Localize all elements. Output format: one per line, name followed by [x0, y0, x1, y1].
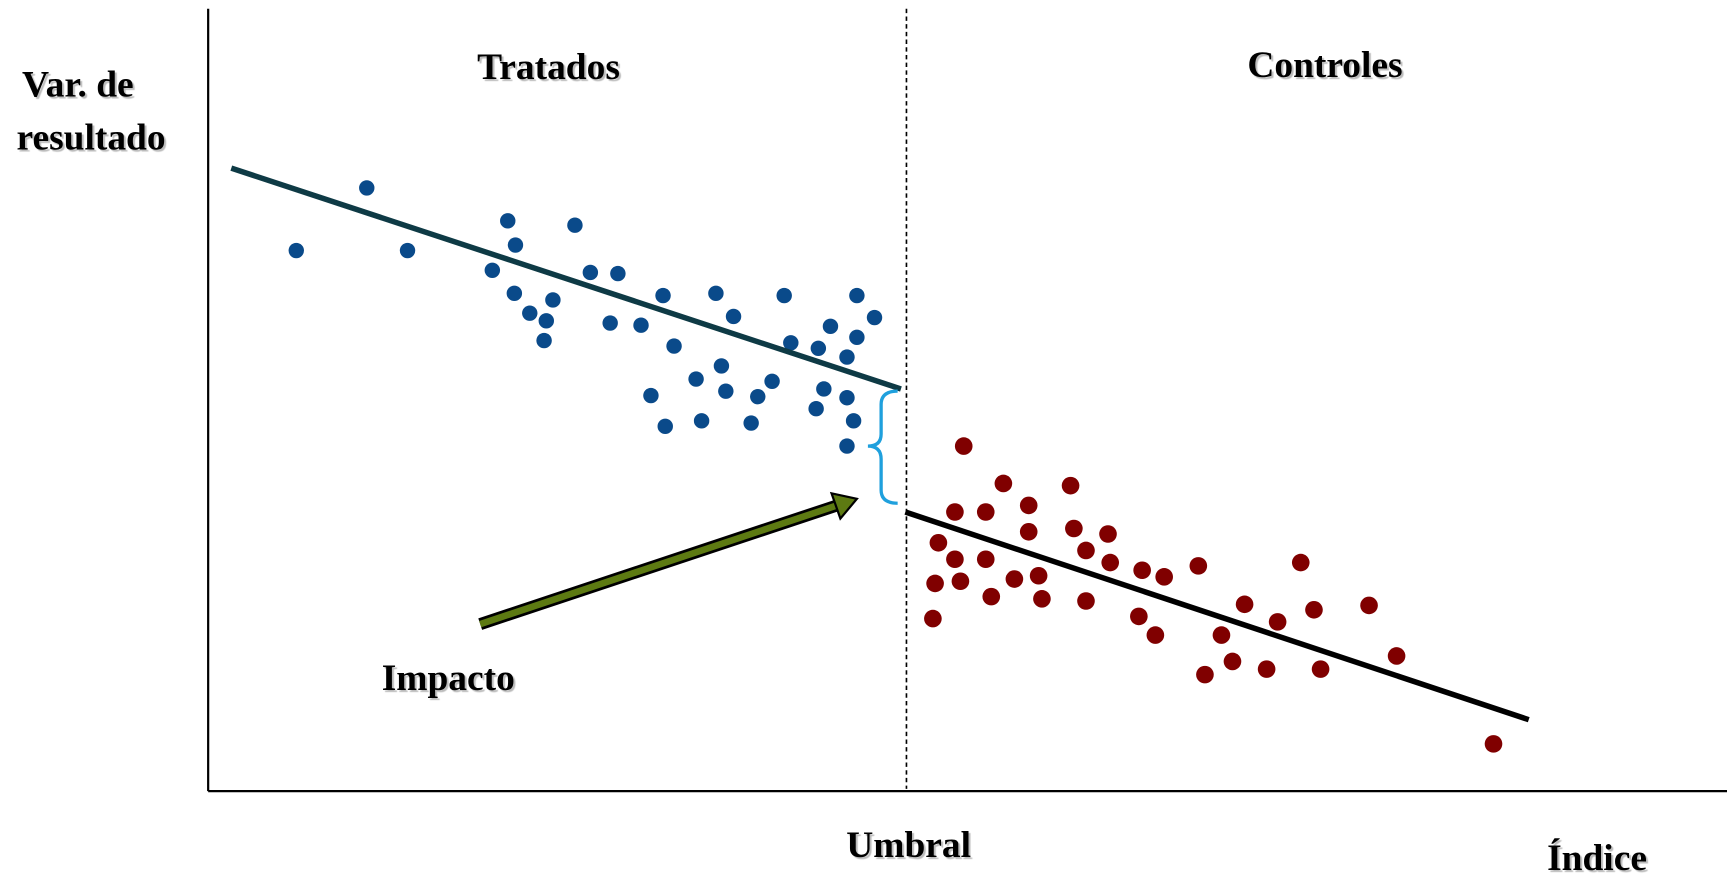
control-dot: [1065, 519, 1083, 538]
treated-dot: [839, 438, 855, 454]
treated-dot: [582, 264, 599, 281]
group-label: Tratados: [477, 47, 620, 88]
treated-dot: [610, 265, 626, 282]
treated-dot: [507, 237, 524, 253]
control-dot: [1196, 665, 1214, 684]
control-dot: [1235, 595, 1254, 614]
treated-dot: [567, 217, 583, 233]
control-dot: [929, 533, 948, 552]
treated-dot: [816, 381, 832, 397]
treated-dot: [655, 287, 671, 304]
treated-dot: [359, 180, 375, 196]
control-dot: [924, 609, 942, 628]
treated-dot: [822, 318, 839, 335]
treated-dot: [776, 287, 792, 304]
treated-dot: [688, 371, 704, 387]
control-dot: [1305, 601, 1323, 619]
control-dot: [1146, 626, 1165, 644]
control-dot: [1019, 523, 1038, 541]
treated-dot: [849, 287, 865, 304]
treated-dot: [845, 413, 862, 429]
treated-dot: [693, 413, 710, 429]
control-dot: [946, 550, 964, 569]
treated-dot: [602, 315, 618, 331]
control-dot: [1077, 592, 1095, 610]
dots: [288, 180, 1503, 753]
treated-dot: [633, 317, 649, 333]
control-dot: [1189, 557, 1208, 575]
treated-dot: [545, 292, 561, 308]
control-dot: [976, 503, 995, 521]
treated-dot: [643, 387, 659, 404]
control-dot: [1257, 660, 1276, 678]
y-axis-label: Var. de: [22, 65, 134, 106]
treated-dot: [849, 329, 865, 346]
control-dot: [1061, 476, 1080, 495]
control-dot: [1155, 568, 1173, 586]
y-axis-label: resultado: [17, 117, 166, 158]
treated-dot: [708, 285, 724, 302]
treated-dot: [399, 242, 416, 259]
control-dot: [926, 574, 944, 593]
treated-dot: [484, 262, 501, 278]
group-label: Controles: [1247, 45, 1402, 86]
treated-dot: [743, 415, 759, 431]
treated-dot: [839, 390, 855, 406]
control-fit: [904, 509, 1530, 723]
treated-dot: [713, 358, 730, 374]
control-dot: [1101, 553, 1120, 572]
control-dot: [1223, 652, 1242, 671]
control-dot: [982, 587, 1001, 606]
control-dot: [1268, 613, 1287, 631]
control-dot: [1291, 553, 1310, 572]
control-dot: [1019, 496, 1038, 515]
treated-dot: [506, 285, 523, 302]
control-dot: [976, 550, 995, 569]
threshold-label: Umbral: [846, 825, 971, 866]
control-dot: [951, 572, 970, 591]
treated-dot: [718, 383, 734, 399]
control-dot: [1005, 570, 1024, 588]
control-dot: [1387, 647, 1406, 665]
treated-dot: [750, 388, 766, 405]
control-dot: [1360, 596, 1378, 615]
impact-brace: [867, 389, 898, 505]
control-dot: [1099, 525, 1117, 543]
treated-dot: [657, 418, 673, 435]
control-dot: [1311, 660, 1330, 678]
treated-dot: [666, 338, 682, 354]
treated-dot: [522, 305, 538, 321]
treated-dot: [536, 332, 552, 349]
control-dot: [946, 503, 964, 521]
control-dot: [1077, 541, 1095, 560]
treated-dot: [725, 308, 742, 325]
annotation: Impacto: [382, 658, 515, 699]
control-dot: [1033, 590, 1051, 608]
treated-dot: [783, 335, 799, 351]
control-dot: [994, 474, 1013, 493]
control-dot: [1212, 626, 1231, 644]
control-dot: [1029, 566, 1048, 585]
control-dot: [1130, 607, 1148, 626]
treated-dot: [808, 401, 824, 417]
treated-dot: [839, 349, 855, 365]
control-dot: [1484, 735, 1503, 753]
treated-dot: [288, 242, 304, 259]
impact-arrow: [478, 491, 859, 630]
control-dot: [954, 437, 973, 455]
x-axis-label: Índice: [1547, 837, 1647, 879]
treated-dot: [500, 213, 516, 229]
treated-dot: [810, 340, 827, 356]
control-dot: [1133, 561, 1151, 580]
treated-fit: [230, 165, 902, 392]
treated-dot: [764, 373, 780, 389]
treated-dot: [866, 309, 883, 326]
treated-dot: [538, 313, 555, 329]
